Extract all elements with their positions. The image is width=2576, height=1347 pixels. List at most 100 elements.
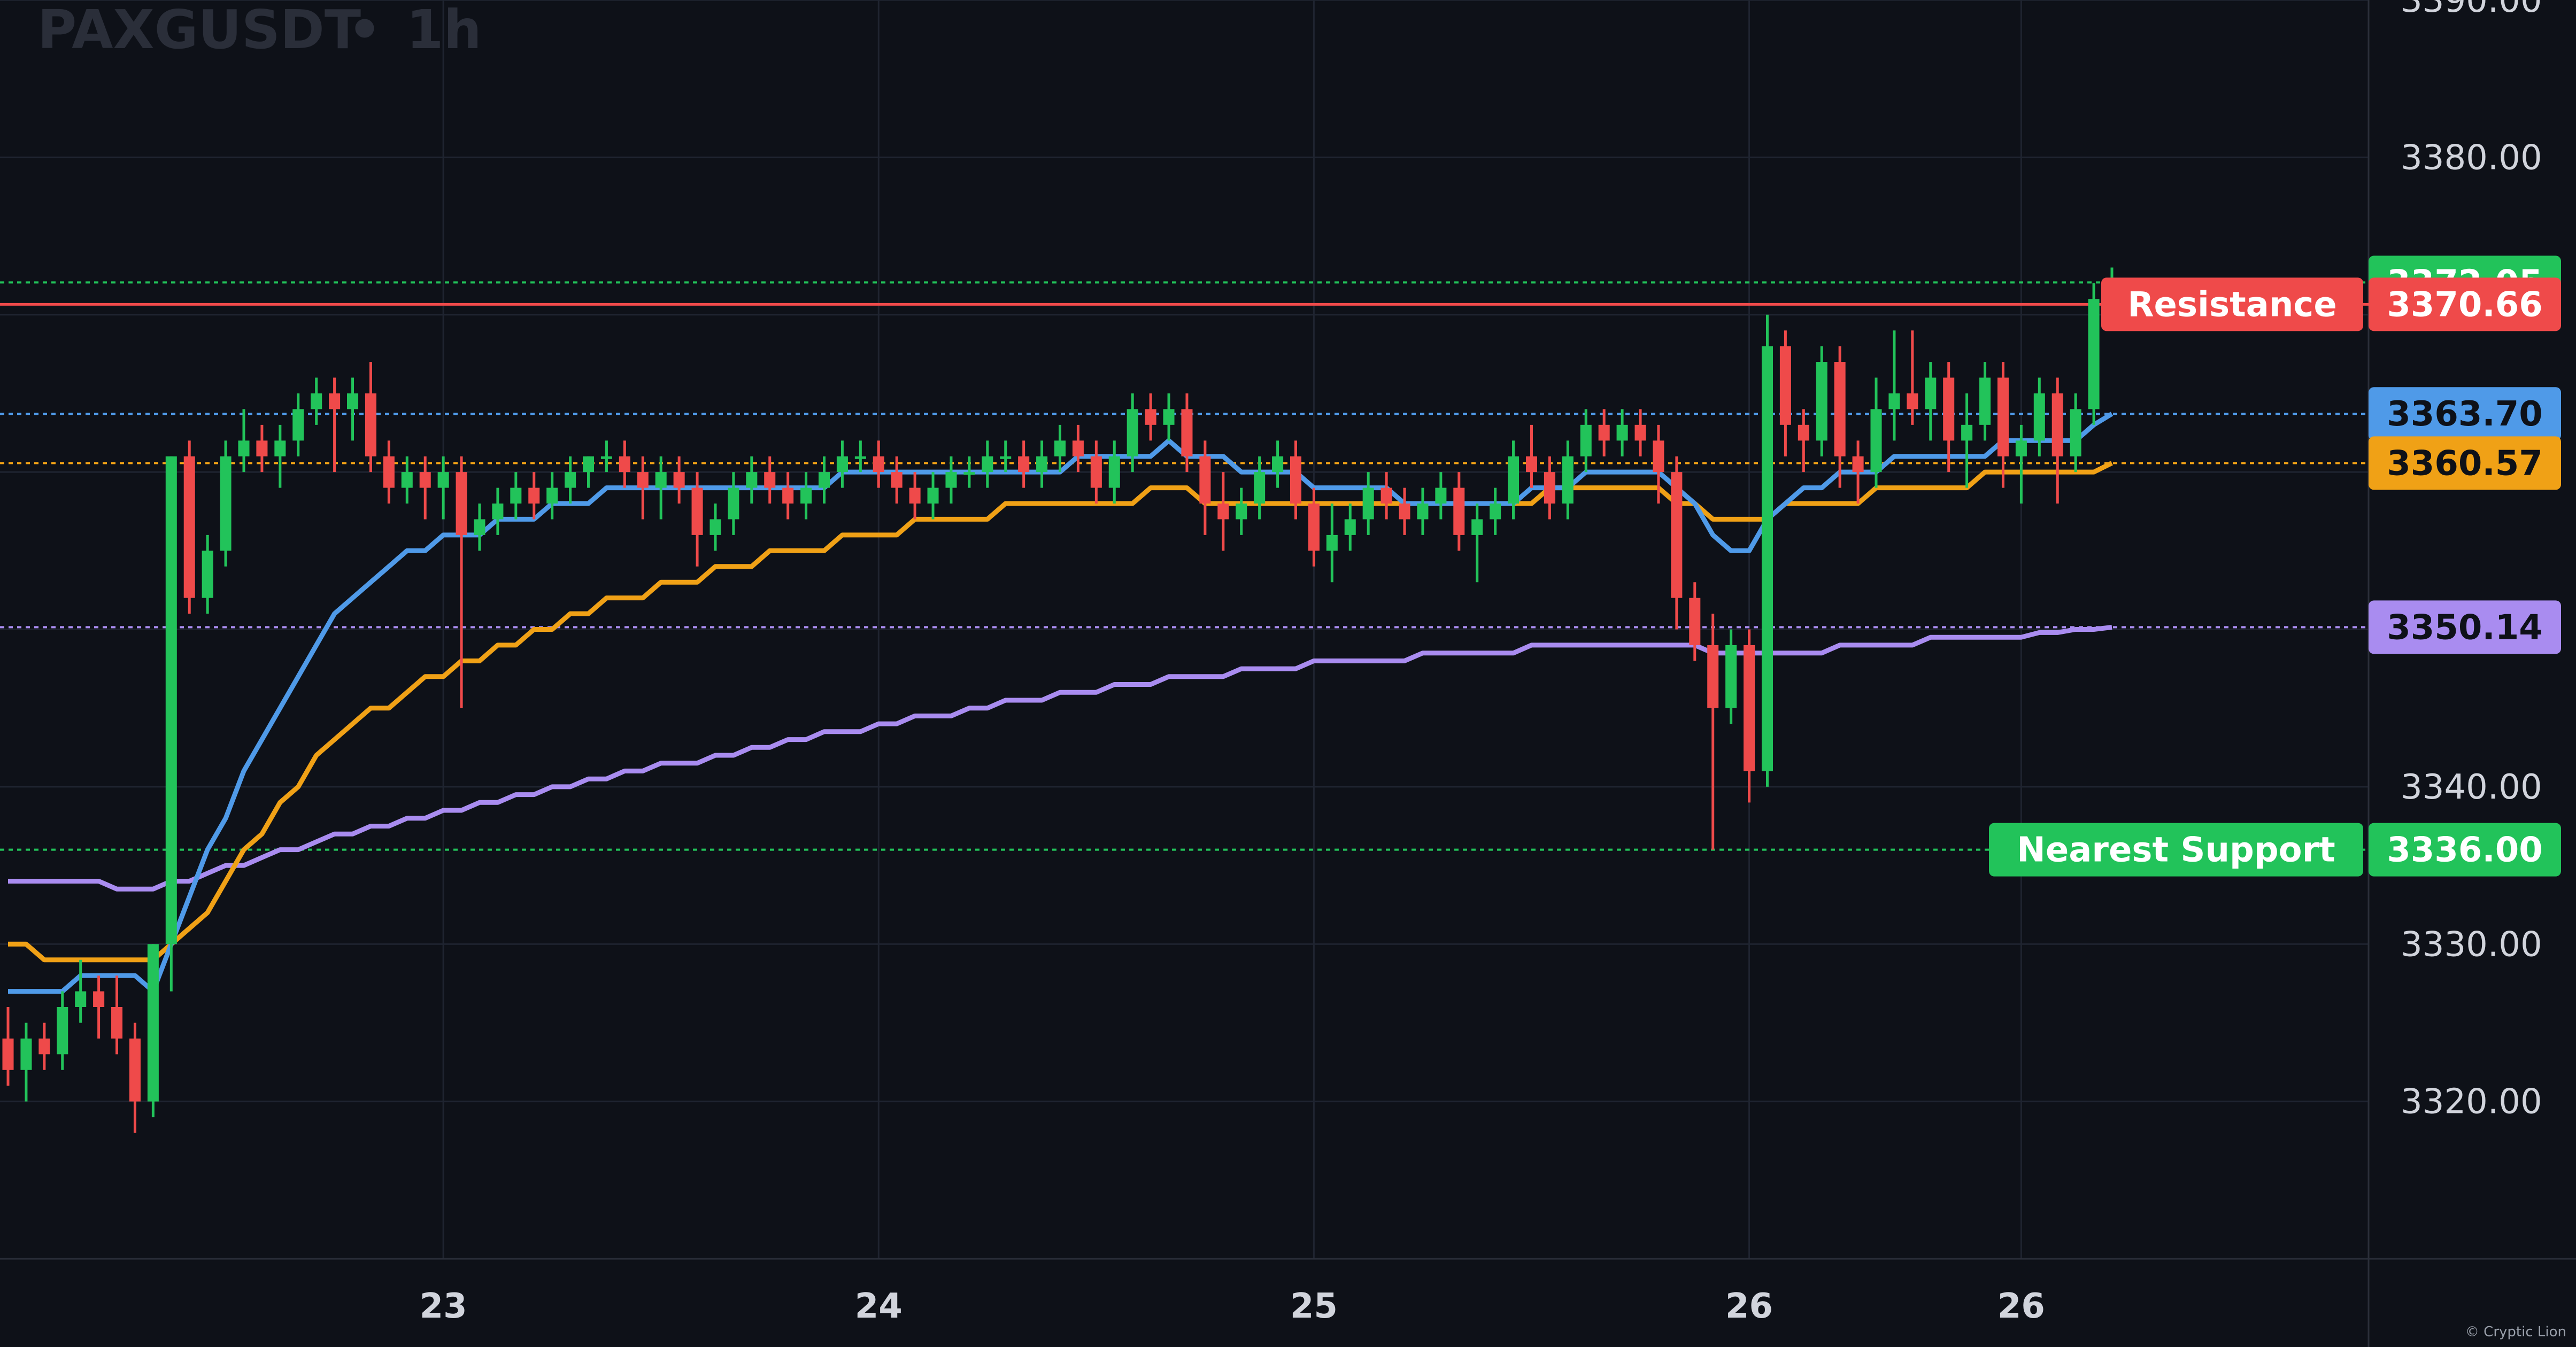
- candle-body: [1471, 519, 1483, 535]
- candle-body: [147, 944, 159, 1102]
- candle-body: [292, 409, 304, 441]
- candle-body: [129, 1038, 141, 1102]
- candle-body: [1236, 504, 1247, 520]
- candle-body: [329, 393, 341, 409]
- candle-body: [1254, 472, 1266, 504]
- time-tick-label: 24: [855, 1287, 903, 1326]
- price-tag-label: Nearest Support: [2017, 831, 2335, 870]
- candle-body: [2, 1038, 14, 1070]
- candle-body: [220, 456, 232, 551]
- candle-body: [1399, 504, 1410, 520]
- candles: [2, 267, 2118, 1133]
- candle-body: [1943, 377, 1955, 441]
- candle-body: [673, 472, 685, 488]
- candle-body: [1127, 409, 1138, 456]
- candle-body: [691, 487, 703, 535]
- price-tag-box: [2369, 277, 2561, 331]
- candle-body: [1907, 393, 1918, 409]
- price-level-lines: [0, 281, 2369, 851]
- candle-body: [1054, 440, 1066, 456]
- candle-body: [583, 456, 595, 473]
- candle-body: [1417, 504, 1429, 520]
- candle-body: [619, 456, 630, 473]
- candle-body: [274, 440, 286, 456]
- candle-body: [1290, 456, 1302, 504]
- candle-body: [38, 1038, 50, 1055]
- candle-body: [202, 551, 213, 598]
- candle-body: [1000, 456, 1012, 459]
- candle-body: [510, 487, 522, 504]
- price-tag-label: Resistance: [2127, 285, 2337, 324]
- candle-body: [891, 472, 903, 488]
- candle-body: [1834, 362, 1846, 456]
- candle-body: [419, 472, 431, 488]
- candle-body: [1671, 472, 1683, 598]
- candle-body: [1508, 456, 1520, 504]
- candle-body: [1689, 598, 1701, 645]
- time-axis[interactable]: 23 24 25 26 26: [420, 1287, 2045, 1326]
- candle-body: [1888, 393, 1900, 409]
- candle-body: [1598, 424, 1610, 441]
- ema-mid-line: [8, 461, 2113, 963]
- candle-body: [1653, 440, 1664, 473]
- candle-body: [982, 456, 993, 473]
- candle-body: [1761, 346, 1773, 771]
- candle-body: [927, 487, 939, 504]
- candle-body: [873, 456, 884, 473]
- candle-body: [782, 487, 794, 504]
- candle-body: [93, 991, 105, 1007]
- candle-body: [2051, 393, 2063, 456]
- price-tag-box: [2369, 387, 2561, 441]
- price-axis[interactable]: 3390.00 3380.00 3340.00 3330.00 3320.00: [2401, 0, 2542, 1122]
- price-tag-box: [2369, 823, 2561, 877]
- candle-body: [1925, 377, 1937, 409]
- price-tag-label-box: [2101, 277, 2363, 331]
- candle-body: [655, 472, 667, 488]
- ema-slow-line: [8, 624, 2112, 892]
- candle-body: [401, 472, 413, 488]
- candle-body: [1308, 504, 1320, 551]
- price-tag-label-box: [1989, 823, 2363, 877]
- candle-body: [818, 472, 830, 488]
- candle-body: [238, 440, 250, 456]
- candle-body: [728, 487, 739, 520]
- candle-body: [1435, 487, 1447, 504]
- candle-body: [1816, 362, 1827, 441]
- candle-body: [565, 472, 576, 488]
- price-tags: 3372.053370.66Resistance3363.703360.5733…: [1989, 256, 2561, 877]
- price-tag-box: [2369, 436, 2561, 490]
- candle-body: [709, 519, 721, 535]
- candle-body: [1961, 424, 1973, 441]
- candle-body: [1744, 645, 1755, 771]
- time-tick-label: 25: [1290, 1287, 1338, 1326]
- candle-body: [600, 456, 612, 459]
- candle-body: [1997, 377, 2009, 456]
- candle-body: [1090, 456, 1102, 488]
- candle-body: [1380, 487, 1392, 504]
- candle-body: [2070, 409, 2081, 456]
- candle-body: [637, 472, 649, 488]
- candle-body: [365, 393, 376, 456]
- candle-body: [836, 456, 848, 473]
- candle-body: [2088, 299, 2100, 409]
- candle-body: [165, 456, 177, 945]
- candle-body: [1181, 409, 1193, 456]
- candle-body: [57, 1007, 68, 1055]
- candle-body: [2015, 440, 2027, 456]
- candle-body: [1779, 346, 1791, 425]
- separator-dot: •: [348, 0, 382, 61]
- candle-body: [963, 472, 975, 475]
- candle-body: [1725, 645, 1737, 708]
- price-tick-label: 3380.00: [2401, 138, 2542, 177]
- candle-body: [474, 519, 485, 535]
- candle-body: [1634, 424, 1646, 441]
- candle-body: [183, 456, 195, 598]
- candle-body: [1525, 456, 1537, 473]
- candle-body: [1145, 409, 1156, 425]
- candle-body: [1562, 456, 1574, 504]
- candle-body: [1979, 377, 1991, 425]
